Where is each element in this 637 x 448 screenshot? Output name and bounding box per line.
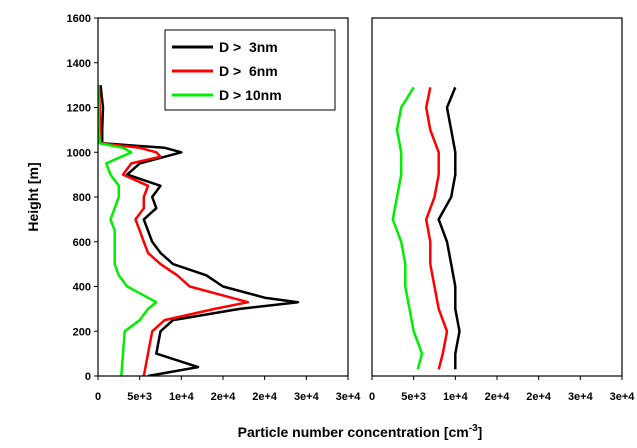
x-tick-label: 2e+4 [526, 391, 552, 403]
y-tick-label: 0 [85, 371, 91, 383]
line [98, 85, 250, 376]
line [424, 87, 449, 370]
x-tick-label: 2e+4 [485, 391, 511, 403]
plot [391, 86, 461, 370]
x-axis-label-part: Particle number concentration [cm [238, 424, 469, 440]
x-axis-label-part: ] [478, 424, 483, 440]
plot-frame [371, 17, 623, 377]
line [99, 84, 300, 376]
x-axis-label-part: -3 [469, 423, 478, 434]
panel: 0 5e+3 1e+4 2e+4 2e+4 3e+4 3e+4 0 200 400 600 800 10… [25, 13, 482, 440]
x-tick-label: 1e+4 [169, 391, 195, 403]
y-tick-label: 1000 [67, 147, 91, 159]
panel: 0 5e+3 1e+4 2e+4 2e+4 3e+4 3e+4 [369, 17, 636, 403]
x-tick-label: 5e+3 [401, 391, 426, 403]
line [98, 85, 158, 376]
x-tick-label: 3e+4 [610, 391, 636, 403]
x-tick-label: 5e+3 [127, 391, 152, 403]
legend-label: D > 6nm [219, 63, 278, 79]
y-tick-label: 1400 [67, 58, 91, 70]
legend-label: D > 3nm [219, 39, 278, 55]
x-tick-label: 2e+4 [211, 391, 237, 403]
y-tick-label: 800 [73, 192, 91, 204]
y-tick-label: 200 [73, 326, 91, 338]
x-tick-label: 1e+4 [443, 391, 469, 403]
y-tick-label: 1200 [67, 103, 91, 115]
line [391, 86, 424, 370]
x-tick-label: 0 [95, 391, 101, 403]
x-tick-label: 3e+4 [294, 391, 320, 403]
x-tick-label: 0 [369, 391, 375, 403]
y-tick-label: 400 [73, 282, 91, 294]
x-tick-label: 3e+4 [336, 391, 362, 403]
y-tick-label: 1600 [67, 13, 91, 25]
legend-label: D > 10nm [219, 87, 282, 103]
x-tick-label: 3e+4 [568, 391, 594, 403]
y-axis-label: Height [m] [25, 162, 41, 231]
line [437, 86, 461, 370]
x-tick-label: 2e+4 [252, 391, 278, 403]
y-tick-label: 600 [73, 237, 91, 249]
x-axis-label: Particle number concentration [cm-3] [238, 423, 483, 440]
plot [98, 84, 300, 376]
plot-frame [97, 17, 349, 377]
